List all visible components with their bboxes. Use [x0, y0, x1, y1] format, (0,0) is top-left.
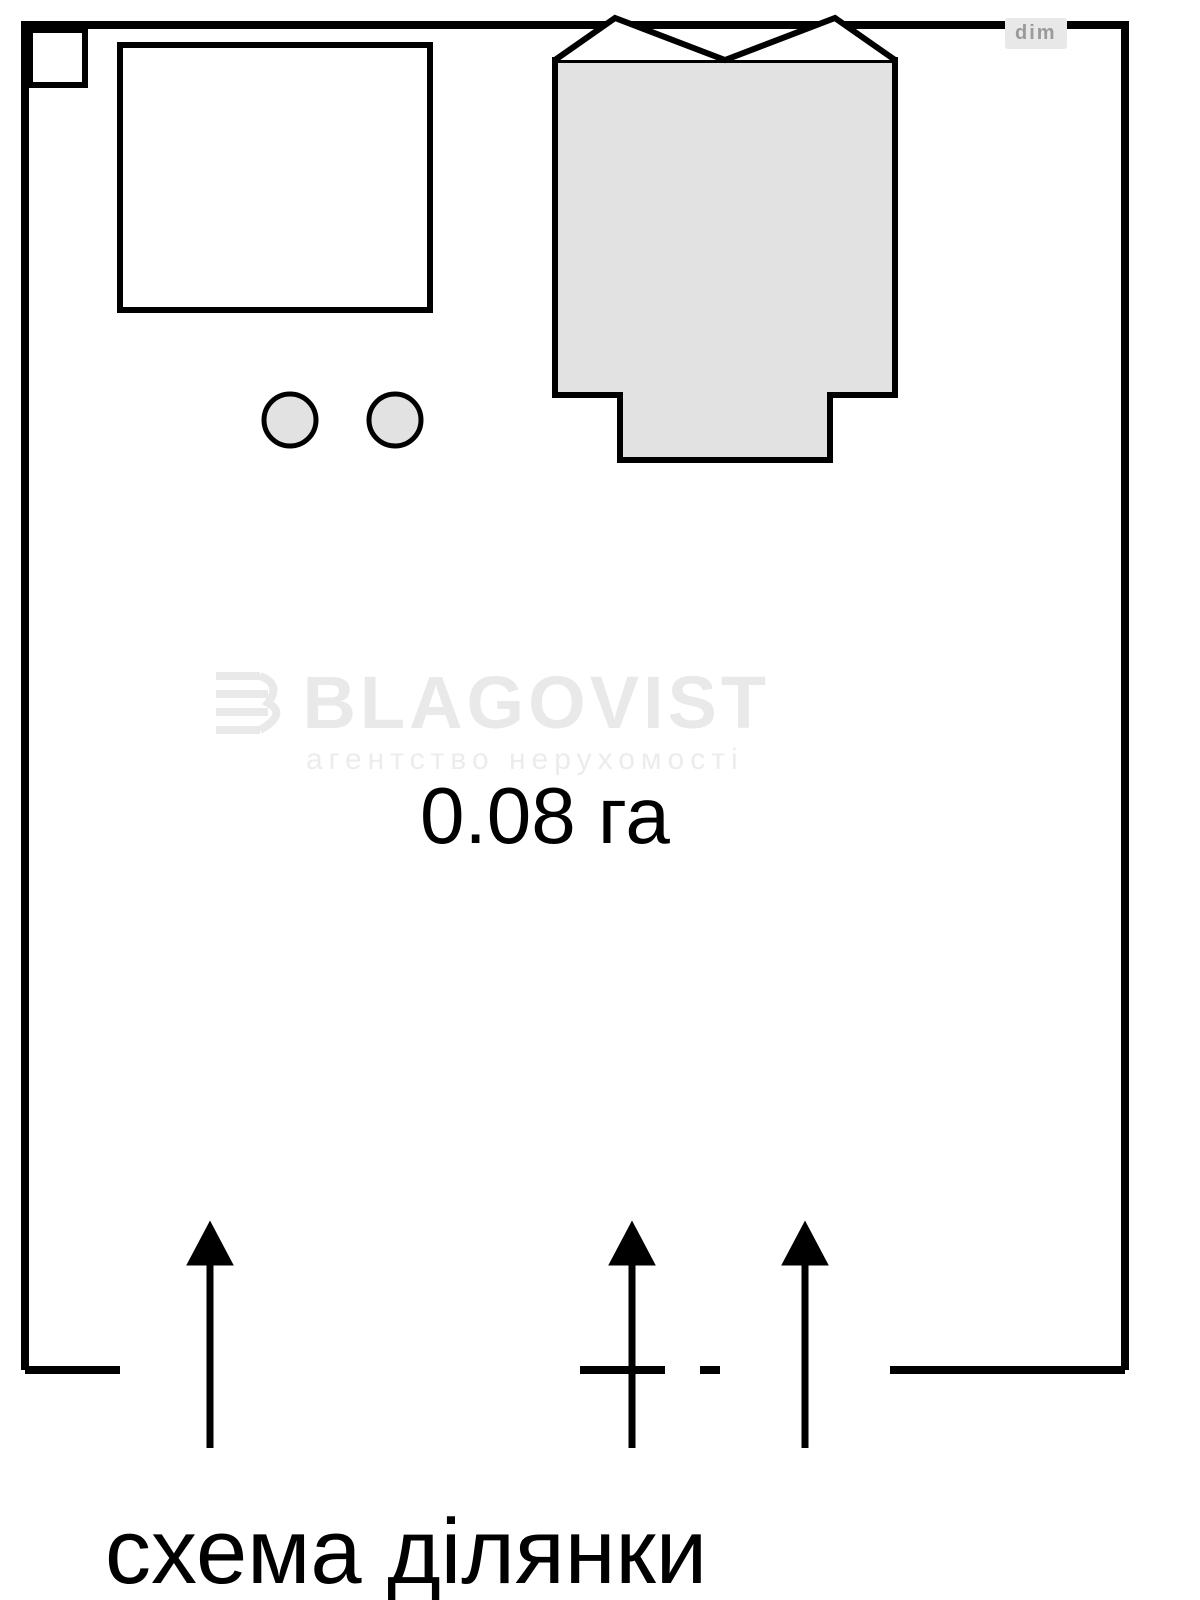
entrance-arrows: [192, 1228, 823, 1448]
watermark-brand-text: BLAGOVIST: [302, 661, 770, 744]
circle-marker-1: [264, 394, 316, 446]
house: [555, 18, 895, 460]
outbuilding-rect: [120, 45, 430, 310]
watermark-logo-icon: [210, 664, 290, 742]
area-label: 0.08 га: [420, 770, 670, 862]
watermark: BLAGOVIST агентство нерухомості: [210, 660, 770, 777]
circle-marker-2: [369, 394, 421, 446]
source-badge: dim: [1005, 18, 1067, 49]
diagram-caption: схема ділянки: [105, 1500, 707, 1600]
house-body: [555, 60, 895, 460]
small-square: [30, 30, 85, 85]
